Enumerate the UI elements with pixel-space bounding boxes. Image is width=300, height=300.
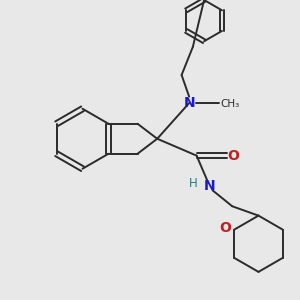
Text: O: O xyxy=(227,148,239,163)
Text: H: H xyxy=(188,177,197,190)
Text: N: N xyxy=(204,178,215,193)
Text: N: N xyxy=(183,96,195,110)
Text: O: O xyxy=(220,221,232,235)
Text: CH₃: CH₃ xyxy=(220,99,239,109)
